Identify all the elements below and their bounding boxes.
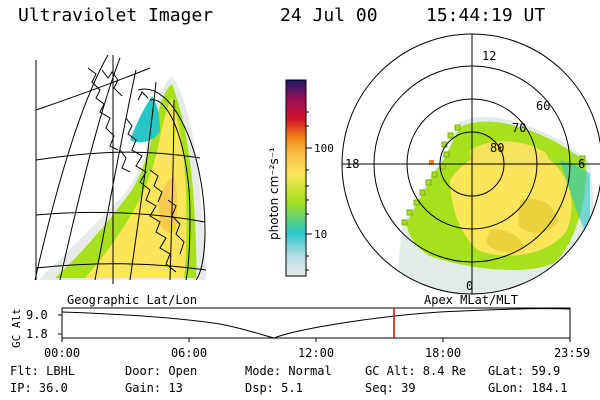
status-door: Door: Open	[125, 364, 198, 378]
geo-map-caption: Geographic Lat/Lon	[67, 293, 197, 307]
altitude-ylabel: GC Alt	[10, 308, 23, 348]
mlt-label-0: 0	[466, 279, 473, 293]
polar-plot-caption: Apex MLat/MLT	[424, 293, 518, 307]
lat-label-70: 70	[512, 121, 526, 135]
date-label: 24 Jul 00	[280, 5, 378, 26]
altitude-xtick-0600: 06:00	[171, 346, 207, 360]
altitude-xtick-0000: 00:00	[44, 346, 80, 360]
time-label: 15:44:19 UT	[426, 5, 546, 26]
altitude-ytick-9: 9.0	[26, 308, 48, 322]
lat-label-60: 60	[536, 99, 550, 113]
polar-plot: 12 18 6 0 60 70 80	[341, 33, 600, 295]
altitude-xtick-2359: 23:59	[554, 346, 590, 360]
status-glon: GLon: 184.1	[488, 381, 568, 395]
mlt-label-18: 18	[345, 157, 359, 171]
colorbar-tick-100: 100	[314, 142, 334, 155]
altitude-xtick-1800: 18:00	[425, 346, 461, 360]
altitude-ytick-1-8: 1.8	[26, 327, 48, 341]
lat-label-80: 80	[490, 141, 504, 155]
colorbar-unit-label: photon cm⁻²s⁻¹	[267, 147, 281, 240]
status-gain: Gain: 13	[125, 381, 183, 395]
status-filter: Flt: LBHL	[10, 364, 76, 378]
colorbar: 100 10 photon cm⁻²s⁻¹	[267, 79, 334, 277]
status-ip: IP: 36.0	[10, 381, 68, 395]
app-title: Ultraviolet Imager	[18, 5, 214, 26]
altitude-xtick-1200: 12:00	[298, 346, 334, 360]
status-seq: Seq: 39	[365, 381, 416, 395]
altitude-plot: GC Alt 9.0 1.8 00:00 06:00 12:00 18:00 2…	[10, 307, 590, 360]
geographic-map	[34, 54, 207, 284]
mlt-label-6: 6	[578, 157, 585, 171]
status-glat: GLat: 59.9	[488, 364, 561, 378]
status-mode: Mode: Normal	[245, 364, 332, 378]
status-gc-alt: GC Alt: 8.4 Re	[365, 364, 467, 378]
status-dsp: Dsp: 5.1	[245, 381, 303, 395]
colorbar-tick-10: 10	[314, 228, 327, 241]
mlt-label-12: 12	[482, 49, 496, 63]
